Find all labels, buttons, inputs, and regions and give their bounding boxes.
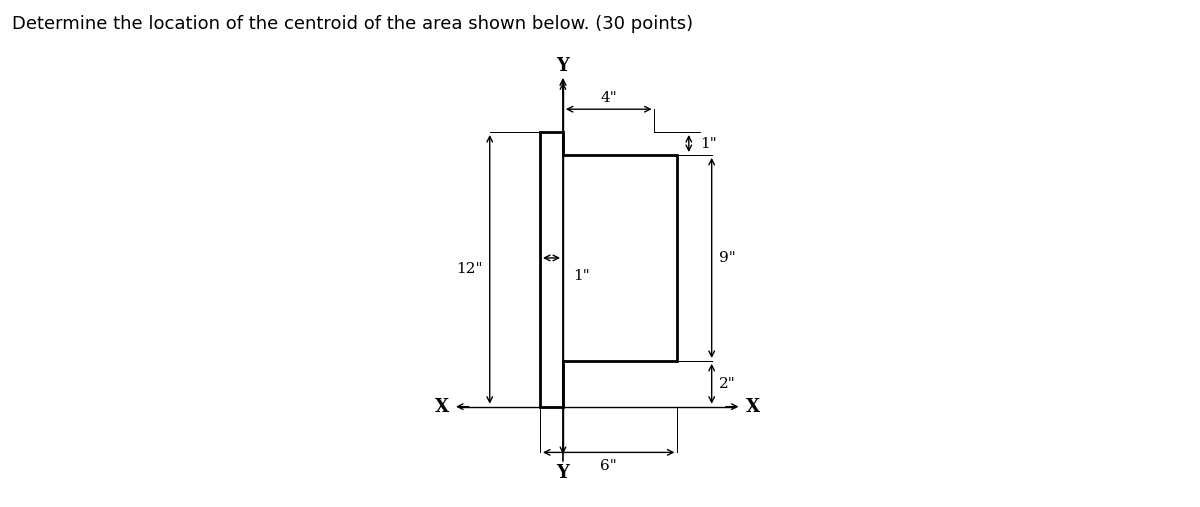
Text: X: X bbox=[434, 397, 449, 416]
Polygon shape bbox=[540, 132, 677, 407]
Text: Y: Y bbox=[557, 464, 569, 482]
Text: 12": 12" bbox=[456, 262, 482, 276]
Text: 1": 1" bbox=[701, 136, 716, 151]
Text: Determine the location of the centroid of the area shown below. (30 points): Determine the location of the centroid o… bbox=[12, 15, 694, 33]
Text: X: X bbox=[746, 397, 760, 416]
Text: 9": 9" bbox=[719, 251, 736, 265]
Text: 2": 2" bbox=[719, 377, 736, 391]
Text: 4": 4" bbox=[600, 91, 617, 104]
Text: 1": 1" bbox=[572, 269, 589, 283]
Text: 6": 6" bbox=[600, 459, 617, 473]
Text: Y: Y bbox=[557, 57, 569, 75]
